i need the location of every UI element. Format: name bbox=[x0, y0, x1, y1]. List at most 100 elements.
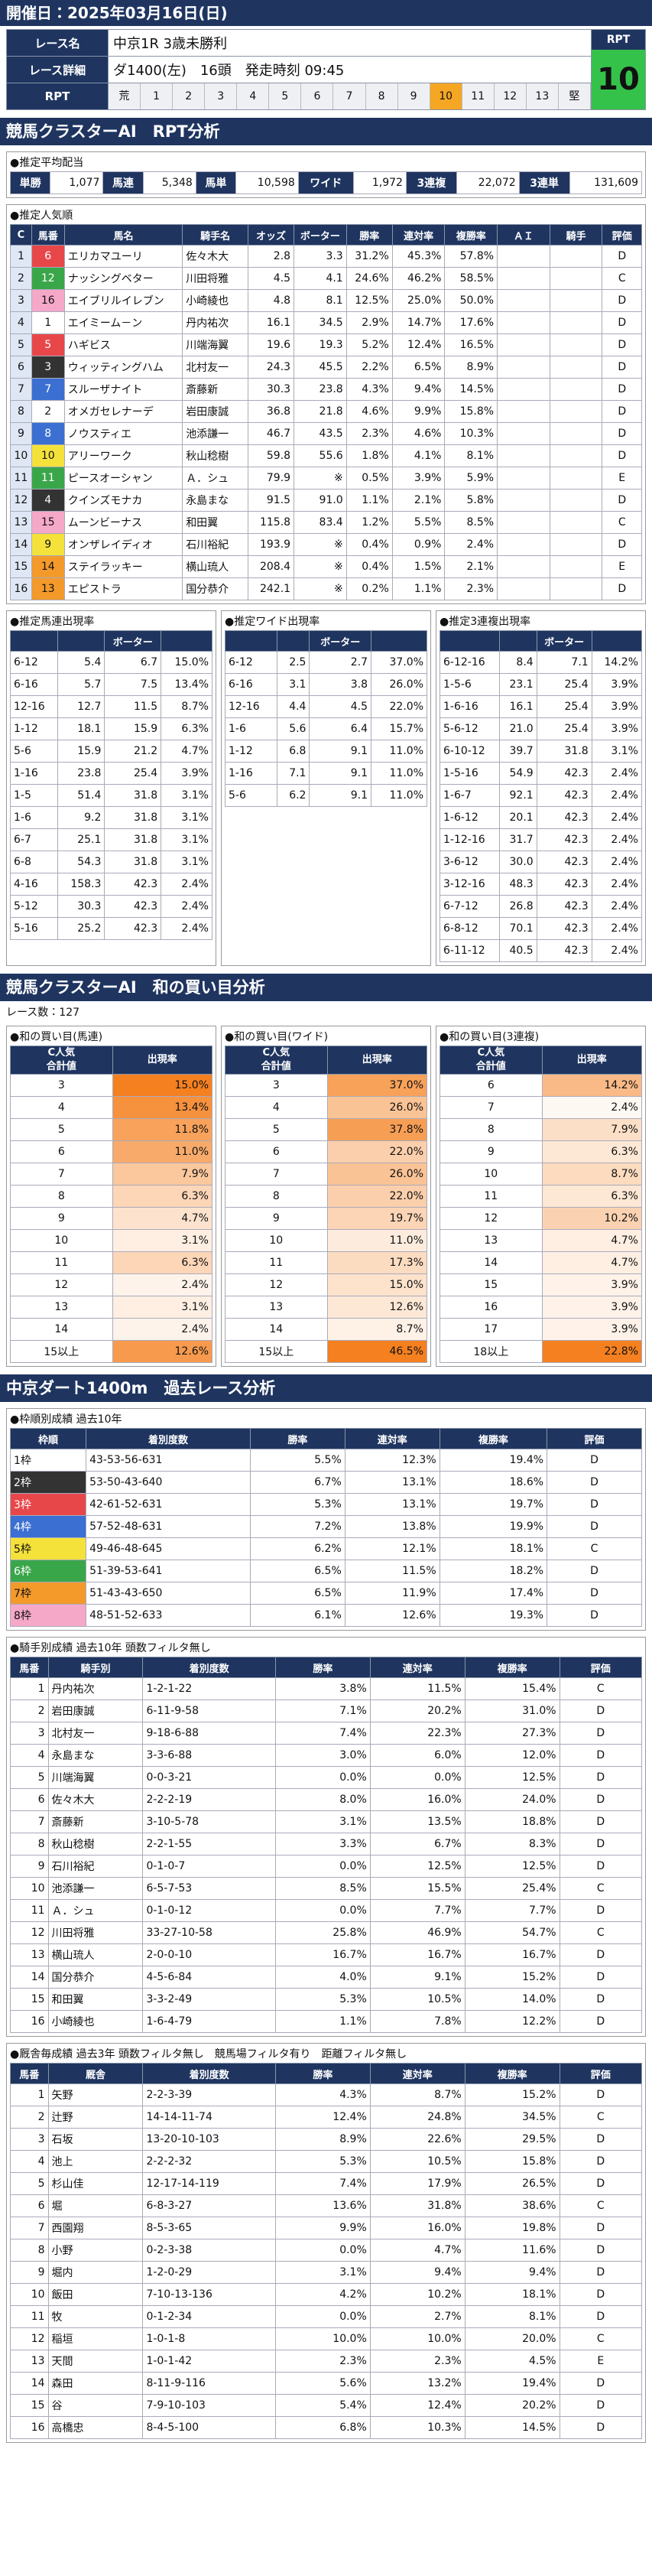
estimate-row: 6-12 2.5 2.7 37.0% bbox=[225, 651, 428, 674]
scale-cell: 2 bbox=[173, 83, 206, 109]
popularity-sum: 12 bbox=[225, 1273, 328, 1296]
column-header: ボーター bbox=[536, 630, 592, 652]
stat: 12.0% bbox=[464, 1744, 560, 1767]
horse-row: 13 15 ムーンビーナス 和田翼 115.8 83.4 1.2% 5.5% 8.5% C bbox=[10, 511, 642, 534]
stat: 4.3% bbox=[345, 378, 393, 401]
past-row: 14 森田 8-11-9-116 5.6% 13.2% 19.4% D bbox=[10, 2372, 643, 2395]
stat: D bbox=[559, 2372, 643, 2395]
key: 10 bbox=[10, 2283, 49, 2306]
horse-number: 1 bbox=[31, 311, 65, 334]
stat: ※ bbox=[294, 577, 347, 600]
past-row: 15 和田翼 3-3-2-49 5.3% 10.5% 14.0% D bbox=[10, 1988, 643, 2011]
ai-cell bbox=[497, 422, 550, 445]
stat: 4.1% bbox=[391, 444, 446, 467]
rate: 3.1% bbox=[112, 1296, 213, 1319]
label: RPT bbox=[6, 83, 109, 110]
grade: D bbox=[602, 444, 642, 467]
stat: D bbox=[559, 2283, 643, 2306]
horse-row: 9 8 ノウスティエ 池添謙一 46.7 43.5 2.3% 4.6% 10.3% D bbox=[10, 422, 642, 445]
estimate-row: 6-10-12 39.7 31.8 3.1% bbox=[440, 740, 643, 763]
column-header: C人気 合計値 bbox=[225, 1046, 328, 1075]
column-header: 勝率 bbox=[345, 224, 393, 246]
stat: 42.3 bbox=[536, 939, 592, 962]
key: 2 bbox=[10, 2106, 49, 2129]
stat: 6-5-7-53 bbox=[142, 1877, 276, 1900]
stat: C bbox=[559, 1877, 643, 1900]
stat: 45.3% bbox=[391, 245, 446, 268]
stat: 国分恭介 bbox=[47, 1966, 144, 1989]
past-row: 3枠 42-61-52-631 5.3% 13.1% 19.7% D bbox=[9, 1493, 642, 1516]
stat: 2.1% bbox=[444, 555, 498, 578]
key: 5 bbox=[10, 1766, 49, 1789]
popularity-sum: 16 bbox=[440, 1296, 543, 1319]
scale-cell: 4 bbox=[237, 83, 270, 109]
ai-cell bbox=[497, 444, 550, 467]
stat: 23.1 bbox=[498, 673, 537, 696]
header-line: 合計値 bbox=[261, 1061, 291, 1072]
combination: 6-12 bbox=[9, 651, 59, 674]
stat: D bbox=[547, 1471, 642, 1494]
payout: 1,972 bbox=[352, 171, 407, 194]
estimate-row: 5-16 25.2 42.3 2.4% bbox=[9, 917, 212, 940]
wa-table: C人気 合計値 出現率 3 37.0% 4 26.0% 5 37.8% 6 22.0% 7 26.0% 8… bbox=[225, 1046, 428, 1363]
past-row: 6枠 51-39-53-641 6.5% 11.5% 18.2% D bbox=[9, 1560, 642, 1582]
stat: 0-0-3-21 bbox=[142, 1766, 276, 1789]
stat: 38.6% bbox=[464, 2194, 560, 2217]
key: 10 bbox=[10, 1877, 49, 1900]
stat: 2-0-0-10 bbox=[142, 1943, 276, 1966]
past-tables: ●枠順別成績 過去10年 枠順 着別度数 勝率 連対率 複勝率 評価 1枠 43-53-56-6… bbox=[0, 1408, 652, 2443]
scale-cell: 1 bbox=[141, 83, 174, 109]
stat: 横山琉人 bbox=[47, 1943, 144, 1966]
key: 8枠 bbox=[9, 1604, 87, 1627]
stat: 2-2-1-55 bbox=[142, 1833, 276, 1856]
stat: 8.5% bbox=[444, 511, 498, 534]
column-header bbox=[370, 630, 428, 652]
rpt-value: 10 bbox=[592, 50, 645, 109]
stat: 16.1 bbox=[247, 311, 295, 334]
stat: 2.4% bbox=[591, 917, 643, 940]
wa-row: 12 2.4% bbox=[10, 1273, 213, 1296]
jockey-cell bbox=[549, 533, 603, 556]
popularity-sum: 18以上 bbox=[440, 1340, 543, 1363]
stat: 3.9% bbox=[591, 695, 643, 718]
rank: 5 bbox=[10, 333, 32, 356]
stat: 12.5% bbox=[369, 1855, 465, 1878]
key: 1 bbox=[10, 2083, 49, 2106]
stat: 1-2-0-29 bbox=[142, 2261, 276, 2284]
grade: C bbox=[602, 267, 642, 290]
stat: 10.3% bbox=[444, 422, 498, 445]
stat: 25.4 bbox=[536, 673, 592, 696]
rank: 8 bbox=[10, 400, 32, 423]
column-header: 出現率 bbox=[326, 1046, 428, 1075]
stat: 8.0% bbox=[274, 1788, 371, 1811]
stat: 2-2-3-39 bbox=[142, 2083, 276, 2106]
estimate-row: 6-7 25.1 31.8 3.1% bbox=[9, 828, 212, 851]
stat: 26.8 bbox=[498, 895, 537, 918]
stat: 5.9% bbox=[444, 467, 498, 490]
stat: 3.1% bbox=[161, 828, 212, 851]
combination: 1-6 bbox=[225, 717, 277, 740]
stat: D bbox=[559, 1988, 643, 2011]
stat: 石坂 bbox=[47, 2128, 144, 2151]
estimate-row: 1-16 7.1 9.1 11.0% bbox=[225, 762, 428, 785]
stat: 4.3% bbox=[274, 2083, 371, 2106]
horse-number: 7 bbox=[31, 378, 65, 401]
horse-number: 2 bbox=[31, 400, 65, 423]
past-row: 4枠 57-52-48-631 7.2% 13.8% 19.9% D bbox=[9, 1515, 642, 1538]
stat: 42.3 bbox=[104, 873, 162, 896]
wa-row: 14 8.7% bbox=[225, 1318, 428, 1341]
popularity-sum: 6 bbox=[440, 1074, 543, 1097]
column-header: 複勝率 bbox=[464, 1657, 560, 1678]
popularity-sum: 10 bbox=[10, 1229, 113, 1252]
rate: 4.7% bbox=[541, 1229, 643, 1252]
stat: 小崎綾也 bbox=[47, 2010, 144, 2033]
stat: 8.9% bbox=[444, 356, 498, 379]
popularity-sum: 15 bbox=[440, 1273, 543, 1296]
wa-row: 14 4.7% bbox=[440, 1251, 643, 1274]
stat: 1-2-1-22 bbox=[142, 1677, 276, 1700]
stat: 1.8% bbox=[345, 444, 393, 467]
stat: 0-1-0-7 bbox=[142, 1855, 276, 1878]
stat: 30.3 bbox=[57, 895, 105, 918]
stat: 0-1-2-34 bbox=[142, 2305, 276, 2328]
stat: 0.5% bbox=[345, 467, 393, 490]
